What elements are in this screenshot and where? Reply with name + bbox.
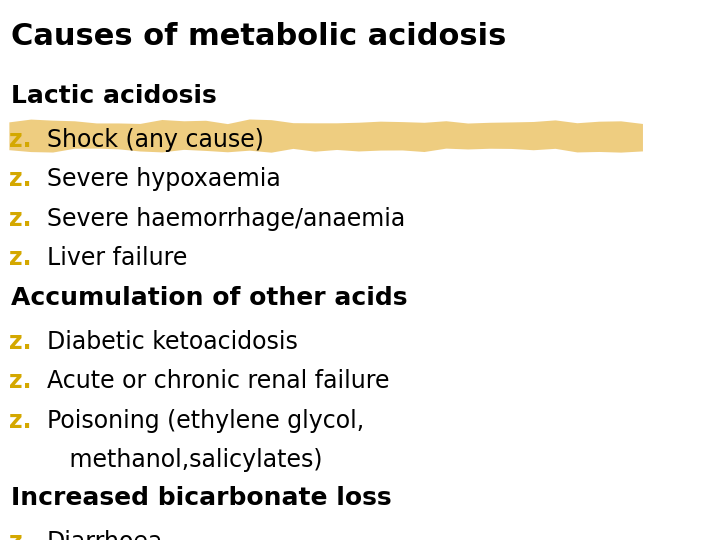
Text: Lactic acidosis: Lactic acidosis (11, 84, 217, 107)
Text: z.: z. (9, 409, 32, 433)
Text: Accumulation of other acids: Accumulation of other acids (11, 286, 408, 309)
Text: methanol,salicylates): methanol,salicylates) (47, 448, 323, 472)
Text: Severe hypoxaemia: Severe hypoxaemia (47, 167, 281, 191)
Text: z.: z. (9, 246, 32, 270)
Text: Increased bicarbonate loss: Increased bicarbonate loss (11, 486, 392, 510)
Text: Diabetic ketoacidosis: Diabetic ketoacidosis (47, 330, 297, 354)
Text: z.: z. (9, 167, 32, 191)
Text: Causes of metabolic acidosis: Causes of metabolic acidosis (11, 22, 506, 51)
Text: Diarrhoea: Diarrhoea (47, 530, 163, 540)
Text: Acute or chronic renal failure: Acute or chronic renal failure (47, 369, 390, 393)
Text: Poisoning (ethylene glycol,: Poisoning (ethylene glycol, (47, 409, 364, 433)
Text: z.: z. (9, 369, 32, 393)
Text: z.: z. (9, 128, 32, 152)
Text: Shock (any cause): Shock (any cause) (47, 128, 264, 152)
Text: z.: z. (9, 330, 32, 354)
Text: z.: z. (9, 530, 32, 540)
Text: Severe haemorrhage/anaemia: Severe haemorrhage/anaemia (47, 207, 405, 231)
Polygon shape (9, 119, 643, 153)
Text: Liver failure: Liver failure (47, 246, 187, 270)
Text: z.: z. (9, 207, 32, 231)
